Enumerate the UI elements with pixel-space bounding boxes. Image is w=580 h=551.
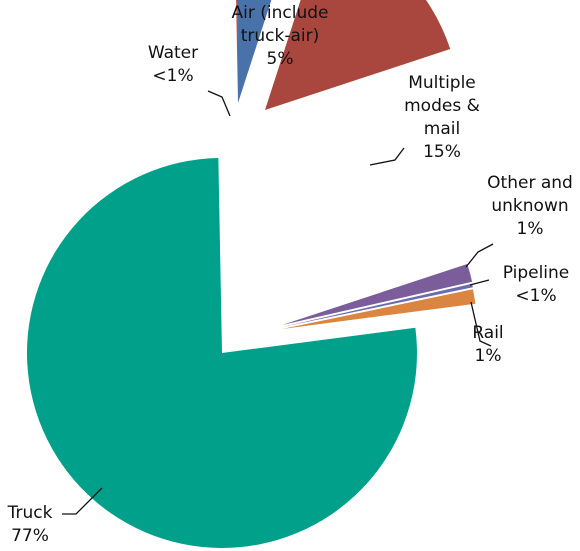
slice-label-truck: Truck 77%: [7, 503, 53, 546]
slice-label-air-include-truck-air: Air (include truck-air) 5%: [232, 3, 329, 69]
slice-pipeline: [282, 283, 473, 327]
leader-line-multiple-modes-mail: [369, 147, 405, 166]
slice-labels: Air (include truck-air) 5% Multiple modes & m…: [7, 3, 573, 546]
slice-label-rail: Rail 1%: [472, 323, 503, 366]
slice-other-and-unknown: [282, 264, 473, 325]
slice-label-line: modes &: [404, 96, 480, 116]
slice-label-line: <1%: [152, 66, 193, 86]
slice-rail: [282, 289, 476, 329]
slice-multiple-modes-mail: [265, 0, 451, 110]
slice-label-line: 5%: [267, 49, 294, 69]
slice-label-line: <1%: [515, 286, 556, 306]
slice-label-line: truck-air): [241, 26, 320, 46]
slice-label-other-and-unknown: Other and unknown 1%: [487, 173, 573, 239]
slice-label-line: Truck: [7, 503, 53, 523]
slice-label-multiple-modes-mail: Multiple modes & mail 15%: [404, 73, 480, 162]
slice-truck: [26, 158, 417, 548]
slice-label-line: Water: [148, 43, 198, 63]
slice-label-line: Rail: [472, 323, 503, 343]
leader-line-rail: [470, 301, 492, 347]
slice-label-water: Water <1%: [148, 43, 198, 86]
slice-label-line: Air (include: [232, 3, 329, 23]
slice-label-line: 15%: [423, 142, 461, 162]
slice-label-line: Other and: [487, 173, 573, 193]
leader-line-pipeline: [469, 279, 490, 286]
slice-label-line: mail: [424, 119, 460, 139]
slice-label-pipeline: Pipeline <1%: [503, 263, 570, 306]
slice-air-include-truck-air: [238, 0, 272, 103]
slice-label-line: 1%: [475, 346, 502, 366]
slice-label-line: 1%: [517, 219, 544, 239]
leader-line-truck: [62, 487, 103, 515]
slice-label-line: 77%: [11, 526, 49, 546]
leader-line-water: [207, 90, 231, 117]
leader-line-other-and-unknown: [465, 243, 494, 268]
slice-label-line: unknown: [491, 196, 568, 216]
slice-water: [236, 0, 238, 103]
pie-slices: [26, 0, 476, 548]
slice-label-line: Multiple: [408, 73, 476, 93]
label-leaders: [62, 90, 494, 515]
slice-label-line: Pipeline: [503, 263, 570, 283]
